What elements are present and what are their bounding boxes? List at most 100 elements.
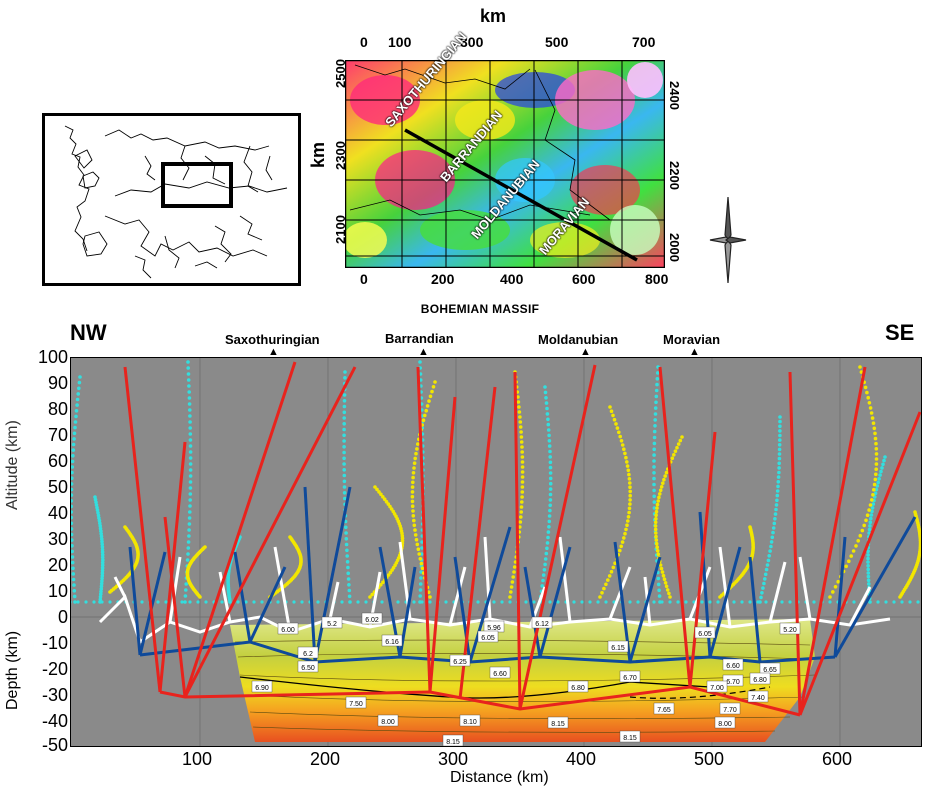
y-tick-label: 50 — [47, 477, 68, 497]
y-tick-label: -10 — [41, 633, 68, 653]
map-top-tick: 0 — [360, 34, 368, 50]
velocity-label: 7.00 — [710, 685, 724, 692]
unit-marker-triangle-icon: ▲ — [580, 346, 591, 358]
x-tick-label: 200 — [310, 749, 341, 769]
velocity-label: 6.70 — [623, 675, 637, 682]
cross-section-plot: 6.00 5.2 6.02 6.2 6.16 6.50 6.90 7.50 8.00 5.96 6.… — [68, 357, 923, 747]
velocity-label: 6.2 — [303, 651, 313, 658]
velocity-label: 5.96 — [487, 625, 501, 632]
profile-line — [404, 128, 638, 262]
y-tick-label: 40 — [47, 503, 68, 523]
map-top-tick: 300 — [460, 34, 484, 50]
map-left-axis-title: km — [308, 141, 328, 168]
unit-marker-label: Moravian — [663, 332, 721, 347]
x-tick-label: 100 — [182, 749, 213, 769]
map-bottom-tick: 200 — [431, 271, 455, 287]
direction-label-se: SE — [885, 320, 915, 345]
y-tick-label: 60 — [47, 451, 68, 471]
velocity-label: 7.50 — [349, 701, 363, 708]
altitude-axis-title: Altitude (km) — [4, 420, 21, 510]
gravity-map-panel — [343, 59, 666, 269]
cyan-ray-dots — [68, 360, 920, 604]
velocity-label: 6.05 — [698, 631, 712, 638]
map-left-tick: 2500 — [332, 59, 348, 88]
velocity-label: 6.02 — [365, 617, 379, 624]
y-tick-label: 70 — [47, 425, 68, 445]
velocity-label: 8.15 — [551, 721, 565, 728]
north-arrow-icon — [708, 195, 748, 285]
velocity-label: 6.60 — [726, 663, 740, 670]
velocity-label: 6.05 — [481, 635, 495, 642]
x-axis-title: Distance (km) — [450, 769, 549, 786]
direction-label-nw: NW — [70, 320, 107, 345]
depth-axis-title: Depth (km) — [4, 630, 21, 710]
map-grid — [345, 60, 665, 268]
map-top-axis-title: km — [480, 6, 507, 26]
unit-marker-label: Saxothuringian — [225, 332, 320, 347]
map-top-tick: 100 — [388, 34, 412, 50]
velocity-labels: 6.00 5.2 6.02 6.2 6.16 6.50 6.90 7.50 8.00 5.96 6.… — [251, 612, 801, 747]
x-tick-label: 500 — [694, 749, 725, 769]
map-caption: BOHEMIAN MASSIF — [420, 302, 540, 316]
map-left-tick: 2100 — [332, 215, 348, 244]
x-tick-label: 300 — [438, 749, 469, 769]
velocity-label: 6.60 — [493, 671, 507, 678]
velocity-label: 7.40 — [751, 695, 765, 702]
map-right-tick: 2000 — [666, 233, 682, 262]
map-right-tick: 2400 — [666, 81, 682, 110]
red-rays — [123, 361, 922, 717]
y-tick-label: 80 — [47, 399, 68, 419]
map-bottom-tick: 400 — [500, 271, 524, 287]
y-tick-label: 100 — [37, 347, 68, 367]
velocity-label: 5.2 — [327, 621, 337, 628]
y-tick-label: 10 — [47, 581, 68, 601]
velocity-contours — [234, 639, 816, 733]
europe-coastline-outline — [64, 125, 288, 279]
velocity-label: 6.25 — [453, 659, 467, 666]
velocity-label: 6.90 — [255, 685, 269, 692]
yellow-ray-dots — [108, 365, 923, 599]
map-right-tick: 2200 — [666, 161, 682, 190]
velocity-label: 6.12 — [535, 621, 549, 628]
y-tick-label: 20 — [47, 555, 68, 575]
map-bottom-tick: 600 — [572, 271, 596, 287]
velocity-label: 8.15 — [623, 735, 637, 742]
velocity-label: 7.65 — [657, 707, 671, 714]
velocity-label: 6.50 — [301, 665, 315, 672]
y-tick-label: 90 — [47, 373, 68, 393]
gravity-anomaly-map — [343, 59, 666, 269]
velocity-label: 6.80 — [753, 677, 767, 684]
dashed-boundary — [629, 686, 771, 699]
velocity-label: 6.80 — [571, 685, 585, 692]
map-bottom-tick: 800 — [645, 271, 669, 287]
velocity-label: 8.15 — [446, 739, 460, 746]
unit-marker-triangle-icon: ▲ — [689, 346, 700, 358]
border-lines — [349, 64, 611, 221]
velocity-label: 6.15 — [611, 645, 625, 652]
europe-locator-map — [42, 113, 301, 286]
velocity-label: 6.70 — [726, 679, 740, 686]
velocity-label: 6.16 — [385, 639, 399, 646]
map-left-tick: 2300 — [332, 141, 348, 170]
velocity-label: 6.00 — [281, 627, 295, 634]
map-bottom-tick: 0 — [360, 271, 368, 287]
map-top-tick: 700 — [632, 34, 656, 50]
velocity-label: 8.00 — [718, 721, 732, 728]
study-area-box — [161, 162, 233, 208]
x-tick-label: 400 — [566, 749, 597, 769]
velocity-label: 5.20 — [783, 627, 797, 634]
y-tick-label: -30 — [41, 685, 68, 705]
y-tick-label: -20 — [41, 659, 68, 679]
y-tick-label: -40 — [41, 711, 68, 731]
y-tick-label: -50 — [41, 735, 68, 755]
unit-marker-triangle-icon: ▲ — [268, 346, 279, 358]
unit-marker-label: Moldanubian — [538, 332, 619, 347]
velocity-label: 8.10 — [463, 719, 477, 726]
velocity-label: 7.70 — [723, 707, 737, 714]
y-tick-label: 0 — [57, 607, 68, 627]
velocity-label: 8.00 — [381, 719, 395, 726]
map-top-tick: 500 — [545, 34, 569, 50]
unit-marker-label: Barrandian — [385, 331, 454, 346]
unit-marker-triangle-icon: ▲ — [418, 346, 429, 358]
velocity-model-svg: 6.00 5.2 6.02 6.2 6.16 6.50 6.90 7.50 8.00 5.96 6.… — [68, 357, 923, 747]
